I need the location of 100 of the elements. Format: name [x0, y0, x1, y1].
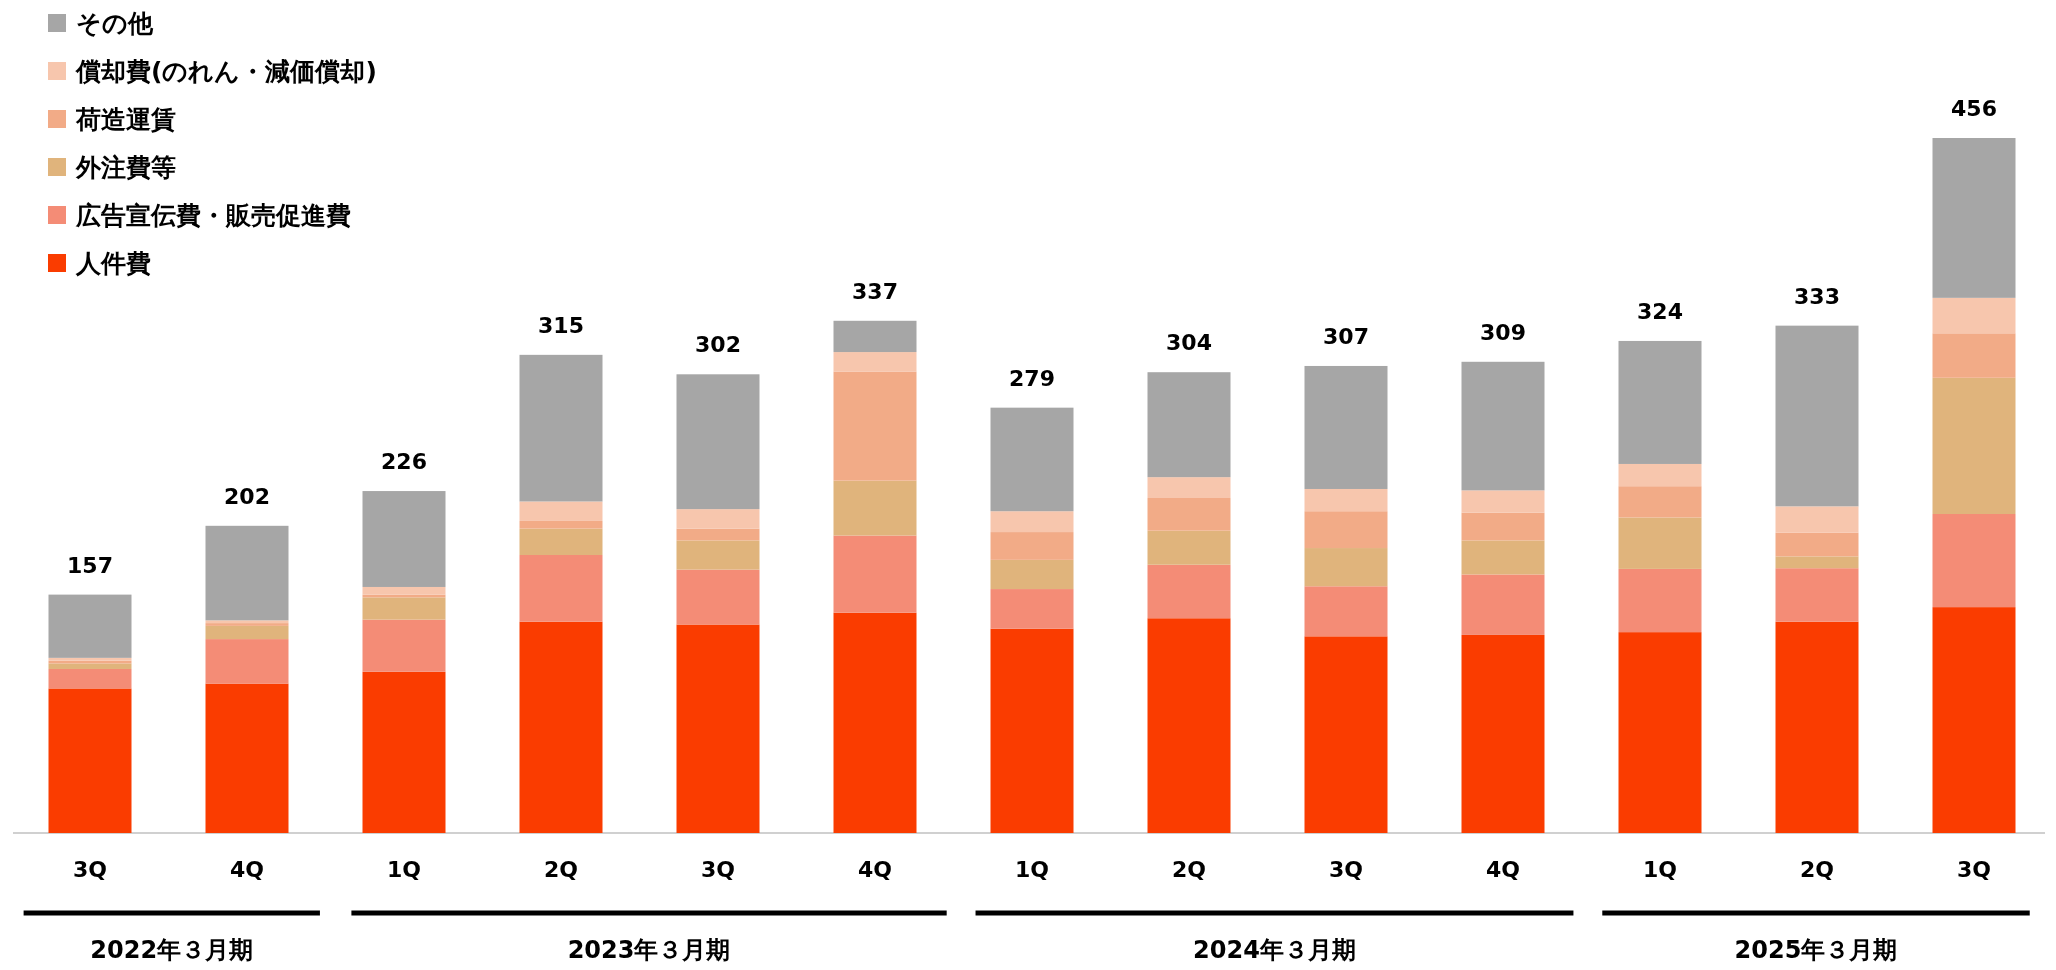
bar [1932, 297, 2016, 334]
bar [1618, 632, 1702, 833]
bar [519, 621, 603, 833]
x-tick-label: 2Q [1799, 857, 1835, 882]
bar [519, 520, 603, 529]
text: 2022年３月期 [90, 936, 254, 964]
bar [833, 320, 917, 353]
annotation: 157 [67, 552, 113, 578]
bar [1775, 621, 1859, 833]
legend-label: 広告宣伝費・販売促進費 [75, 201, 351, 230]
bar [1932, 514, 2016, 608]
bar [676, 624, 760, 833]
bar [1775, 506, 1859, 533]
bar [1932, 138, 2016, 298]
bar [1618, 463, 1702, 487]
bar [1775, 532, 1859, 557]
bar [676, 569, 760, 625]
annotation: 307 [1323, 323, 1369, 349]
bar [1618, 340, 1702, 464]
x-tick-label: 4Q [229, 857, 265, 882]
bar [1461, 490, 1545, 513]
bar [205, 525, 289, 621]
bar [1775, 325, 1859, 507]
bar [1304, 586, 1388, 637]
bar [990, 532, 1074, 560]
bar [676, 528, 760, 541]
bar [205, 639, 289, 684]
bar [990, 559, 1074, 590]
bar [1147, 530, 1231, 565]
annotation: 302 [695, 332, 741, 358]
bar [48, 594, 132, 658]
bar [1304, 365, 1388, 489]
bar [1461, 574, 1545, 635]
bar [205, 625, 289, 640]
annotation: 337 [852, 278, 898, 304]
bar [1775, 568, 1859, 622]
annotation: 279 [1009, 365, 1055, 391]
bar [1461, 512, 1545, 541]
x-tick-label: 3Q [72, 857, 108, 882]
bar [1618, 517, 1702, 569]
bar [519, 528, 603, 555]
bar [990, 511, 1074, 533]
bar [1147, 372, 1231, 478]
bar [676, 540, 760, 570]
bar [1932, 377, 2016, 514]
annotation: 324 [1637, 298, 1683, 324]
bar [676, 509, 760, 529]
bar [1461, 540, 1545, 575]
bar [1147, 564, 1231, 619]
annotation: 309 [1480, 319, 1526, 345]
bar [833, 352, 917, 372]
bar [1147, 477, 1231, 499]
bar [1304, 548, 1388, 587]
bar [1147, 498, 1231, 531]
bar [1304, 636, 1388, 833]
bar [1461, 634, 1545, 833]
legend-label: 荷造運賃 [75, 105, 176, 134]
bar [362, 671, 446, 833]
bar [362, 597, 446, 620]
x-tick-label: 3Q [1328, 857, 1364, 882]
annotation: 456 [1951, 96, 1997, 121]
annotation: 202 [224, 483, 270, 509]
x-tick-label: 4Q [857, 857, 893, 882]
bar [1304, 511, 1388, 549]
bar [1618, 486, 1702, 518]
legend-label: 外注費等 [75, 153, 176, 182]
bar [519, 354, 603, 502]
bar [519, 555, 603, 622]
bar [1932, 607, 2016, 833]
bar [205, 683, 289, 833]
x-tick-label: 4Q [1485, 857, 1521, 882]
x-tick-label: 3Q [700, 857, 736, 882]
bar [990, 407, 1074, 512]
legend-label: その他 [76, 9, 154, 38]
annotation: 333 [1794, 283, 1840, 309]
annotation: 304 [1166, 330, 1212, 356]
bar [833, 371, 917, 481]
x-tick-label: 1Q [1642, 857, 1678, 882]
bar [833, 480, 917, 536]
annotation: 226 [381, 449, 427, 475]
bar [833, 535, 917, 613]
bar [48, 688, 132, 833]
text: 2025年３月期 [1734, 936, 1898, 964]
bar [990, 589, 1074, 629]
annotation: 315 [538, 312, 584, 338]
bar [833, 612, 917, 833]
bar [48, 663, 132, 669]
bar [1461, 361, 1545, 491]
x-tick-label: 2Q [1171, 857, 1207, 882]
x-tick-label: 2Q [543, 857, 579, 882]
x-tick-label: 1Q [1014, 857, 1050, 882]
bar [362, 491, 446, 587]
bar [1618, 568, 1702, 633]
bar [676, 374, 760, 510]
bar [362, 586, 446, 595]
bar [1147, 618, 1231, 833]
bar [519, 501, 603, 521]
text: 2024年３月期 [1193, 936, 1356, 964]
bar [1775, 556, 1859, 569]
bar [990, 628, 1074, 833]
